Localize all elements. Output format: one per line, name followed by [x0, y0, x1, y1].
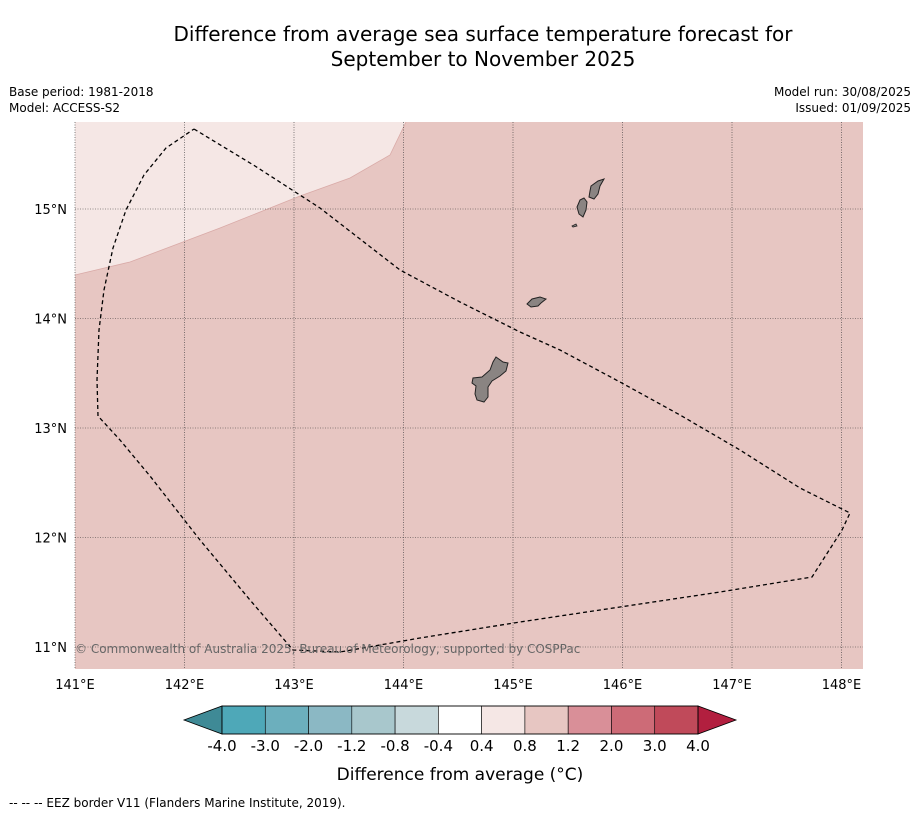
lon-tick-label: 144°E [384, 678, 424, 693]
colorbar-label: Difference from average (°C) [337, 765, 584, 785]
colorbar-segment [654, 705, 699, 735]
lat-tick-label: 14°N [34, 313, 67, 328]
colorbar-segment [567, 705, 612, 735]
colorbar-tick-label: 0.4 [470, 737, 494, 755]
saipan-island [588, 178, 606, 200]
axis-labels: 141°E 142°E 143°E 144°E 145°E 146°E 147°E 148°E… [34, 203, 861, 693]
model-text: Model: ACCESS-S2 [9, 101, 121, 115]
lon-tick-label: 141°E [55, 678, 95, 693]
lat-tick-label: 13°N [34, 422, 67, 437]
colorbar-tick-label: -0.8 [380, 737, 409, 755]
colorbar-tick-label: 0.8 [513, 737, 537, 755]
colorbar-segment [481, 705, 526, 735]
issued-text: Issued: 01/09/2025 [795, 101, 911, 115]
lat-tick-label: 12°N [34, 532, 67, 547]
chart-title: Difference from average sea surface temp… [0, 22, 919, 72]
lon-tick-label: 146°E [603, 678, 643, 693]
model-run-text: Model run: 30/08/2025 [773, 85, 911, 99]
lat-tick-label: 15°N [34, 203, 67, 218]
colorbar-tick-label: -4.0 [207, 737, 236, 755]
meta-left: Base period: 1981-2018 Model: ACCESS-S2 [9, 84, 154, 116]
lon-tick-label: 142°E [165, 678, 205, 693]
colorbar-segments [221, 705, 699, 735]
colorbar-segment [524, 705, 569, 735]
aguijan-island [571, 223, 578, 228]
lon-tick-label: 143°E [274, 678, 314, 693]
meta-right: Model run: 30/08/2025 Issued: 01/09/2025 [774, 84, 911, 116]
colorbar: -4.0 -3.0 -2.0 -1.2 -0.8 -0.4 0.4 0.8 1.2 2.0 3.0 4… [182, 705, 738, 785]
colorbar-tick-label: -1.2 [337, 737, 366, 755]
lon-tick-label: 147°E [712, 678, 752, 693]
colorbar-tick-label: 1.2 [556, 737, 580, 755]
colorbar-tick-label: 2.0 [600, 737, 624, 755]
anomaly-boundary-line [74, 121, 407, 276]
gridlines [74, 122, 863, 669]
colorbar-segment [308, 705, 353, 735]
tinian-island [576, 197, 588, 218]
base-period-text: Base period: 1981-2018 [9, 85, 154, 99]
colorbar-segment [394, 705, 439, 735]
colorbar-outline [221, 705, 699, 735]
sst-northwest-area [75, 122, 406, 275]
title-line-2: September to November 2025 [330, 47, 636, 71]
colorbar-segment [221, 705, 266, 735]
colorbar-high-extend [697, 705, 738, 735]
lon-tick-label: 145°E [493, 678, 533, 693]
lon-tick-label: 148°E [822, 678, 862, 693]
map-panel: © Commonwealth of Australia 2025, Bureau… [74, 121, 863, 669]
guam-island [471, 356, 509, 403]
colorbar-segment [264, 705, 309, 735]
title-line-1: Difference from average sea surface temp… [173, 22, 793, 46]
colorbar-segment [351, 705, 396, 735]
colorbar-segment [438, 705, 482, 735]
rota-island [526, 296, 548, 308]
colorbar-tick-label: 4.0 [686, 737, 710, 755]
colorbar-tick-label: -0.4 [424, 737, 453, 755]
eez-footnote: -- -- -- EEZ border V11 (Flanders Marine… [9, 796, 346, 810]
colorbar-tick-label: 3.0 [643, 737, 667, 755]
eez-border [96, 128, 851, 653]
colorbar-low-extend [182, 705, 223, 735]
copyright-text: © Commonwealth of Australia 2025, Bureau… [75, 642, 580, 656]
colorbar-tick-label: -2.0 [294, 737, 323, 755]
lat-tick-label: 11°N [34, 641, 67, 656]
colorbar-tick-label: -3.0 [251, 737, 280, 755]
colorbar-segment [611, 705, 656, 735]
colorbar-ticks: -4.0 -3.0 -2.0 -1.2 -0.8 -0.4 0.4 0.8 1.2 2.0 3.0 4… [207, 737, 710, 755]
